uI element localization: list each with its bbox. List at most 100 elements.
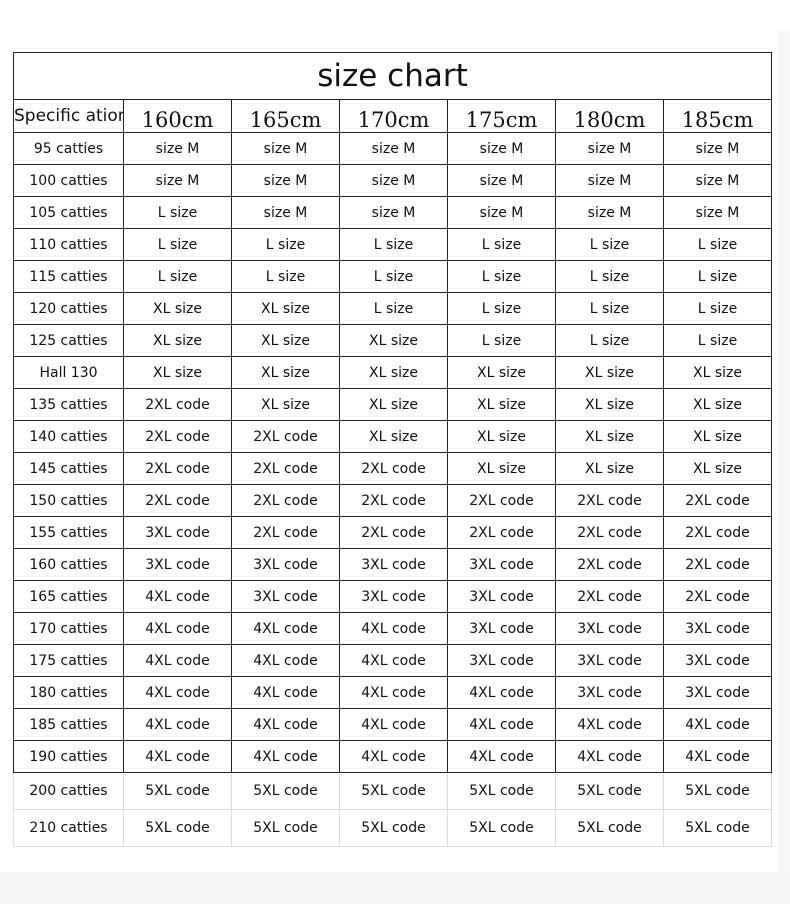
size-cell: size M: [231, 196, 340, 229]
size-cell: 2XL code: [663, 580, 772, 613]
size-cell: size M: [663, 132, 772, 165]
size-cell: XL size: [447, 388, 556, 421]
size-cell: L size: [663, 324, 772, 357]
size-cell: 4XL code: [663, 740, 772, 773]
size-cell: XL size: [231, 324, 340, 357]
table-row: 155 catties 3XL code 2XL code 2XL code 2XL c…: [13, 516, 772, 549]
weight-cell: 190 catties: [13, 740, 124, 773]
table-row: 125 catties XL size XL size XL size L size L …: [13, 324, 772, 357]
size-cell: 2XL code: [123, 452, 232, 485]
table-row: 120 catties XL size XL size L size L size L s…: [13, 292, 772, 325]
size-cell: 5XL code: [231, 772, 340, 810]
size-cell: 4XL code: [339, 740, 448, 773]
weight-cell: 120 catties: [13, 292, 124, 325]
size-cell: L size: [339, 260, 448, 293]
size-cell: size M: [555, 196, 664, 229]
size-cell: L size: [555, 228, 664, 261]
height-header: 160cm: [123, 99, 232, 133]
chart-title: size chart: [13, 52, 772, 100]
size-cell: 5XL code: [447, 772, 556, 810]
size-cell: XL size: [339, 356, 448, 389]
size-cell: XL size: [555, 452, 664, 485]
size-cell: size M: [339, 196, 448, 229]
size-cell: L size: [123, 228, 232, 261]
size-cell: 2XL code: [123, 420, 232, 453]
weight-cell: 145 catties: [13, 452, 124, 485]
size-cell: 4XL code: [123, 612, 232, 645]
size-cell: 5XL code: [663, 809, 772, 847]
size-cell: 4XL code: [123, 580, 232, 613]
size-cell: 3XL code: [231, 548, 340, 581]
size-cell: 2XL code: [555, 580, 664, 613]
size-cell: 2XL code: [339, 516, 448, 549]
size-cell: XL size: [231, 356, 340, 389]
size-cell: XL size: [555, 420, 664, 453]
size-cell: L size: [555, 292, 664, 325]
size-cell: 5XL code: [231, 809, 340, 847]
size-cell: 2XL code: [555, 484, 664, 517]
size-cell: L size: [339, 292, 448, 325]
size-cell: 4XL code: [663, 708, 772, 741]
size-cell: size M: [231, 132, 340, 165]
size-cell: 4XL code: [447, 676, 556, 709]
size-cell: 3XL code: [663, 644, 772, 677]
table-row: 175 catties 4XL code 4XL code 4XL code 3XL c…: [13, 644, 772, 677]
height-header: 165cm: [231, 99, 340, 133]
weight-cell: 125 catties: [13, 324, 124, 357]
height-header: 170cm: [339, 99, 448, 133]
size-cell: L size: [663, 260, 772, 293]
size-cell: 3XL code: [555, 676, 664, 709]
size-cell: 3XL code: [339, 548, 448, 581]
size-cell: size M: [339, 164, 448, 197]
size-cell: 3XL code: [447, 612, 556, 645]
size-cell: 4XL code: [447, 740, 556, 773]
size-cell: L size: [123, 196, 232, 229]
weight-cell: 170 catties: [13, 612, 124, 645]
weight-cell: 180 catties: [13, 676, 124, 709]
size-cell: XL size: [123, 324, 232, 357]
size-cell: L size: [447, 228, 556, 261]
weight-cell: 165 catties: [13, 580, 124, 613]
size-cell: L size: [447, 324, 556, 357]
weight-cell: 185 catties: [13, 708, 124, 741]
size-cell: XL size: [123, 356, 232, 389]
header-row: Specific ation 160cm 165cm 170cm 175cm 180cm…: [13, 99, 772, 133]
weight-cell: 210 catties: [13, 809, 124, 847]
size-cell: XL size: [339, 420, 448, 453]
table-row: 135 catties 2XL code XL size XL size XL size…: [13, 388, 772, 421]
weight-cell: 150 catties: [13, 484, 124, 517]
size-cell: XL size: [555, 388, 664, 421]
size-cell: 3XL code: [447, 548, 556, 581]
size-cell: XL size: [123, 292, 232, 325]
size-cell: 4XL code: [231, 740, 340, 773]
size-cell: 3XL code: [447, 580, 556, 613]
size-cell: 2XL code: [555, 548, 664, 581]
table-row: 180 catties 4XL code 4XL code 4XL code 4XL c…: [13, 676, 772, 709]
size-cell: 2XL code: [447, 484, 556, 517]
size-cell: 2XL code: [123, 388, 232, 421]
weight-cell: 135 catties: [13, 388, 124, 421]
size-cell: 4XL code: [123, 676, 232, 709]
table-row: 190 catties 4XL code 4XL code 4XL code 4XL c…: [13, 740, 772, 773]
size-cell: XL size: [231, 292, 340, 325]
size-cell: XL size: [663, 388, 772, 421]
size-cell: 2XL code: [123, 484, 232, 517]
size-cell: 3XL code: [555, 644, 664, 677]
size-cell: 2XL code: [231, 516, 340, 549]
size-cell: size M: [123, 132, 232, 165]
size-cell: XL size: [555, 356, 664, 389]
size-cell: 5XL code: [555, 809, 664, 847]
height-header: 175cm: [447, 99, 556, 133]
size-cell: L size: [447, 292, 556, 325]
size-cell: 2XL code: [231, 452, 340, 485]
table-row: 170 catties 4XL code 4XL code 4XL code 3XL c…: [13, 612, 772, 645]
size-cell: 3XL code: [123, 516, 232, 549]
size-cell: L size: [663, 292, 772, 325]
size-cell: L size: [447, 260, 556, 293]
size-cell: size M: [555, 164, 664, 197]
size-cell: 4XL code: [123, 740, 232, 773]
size-cell: L size: [339, 228, 448, 261]
size-cell: 2XL code: [663, 484, 772, 517]
